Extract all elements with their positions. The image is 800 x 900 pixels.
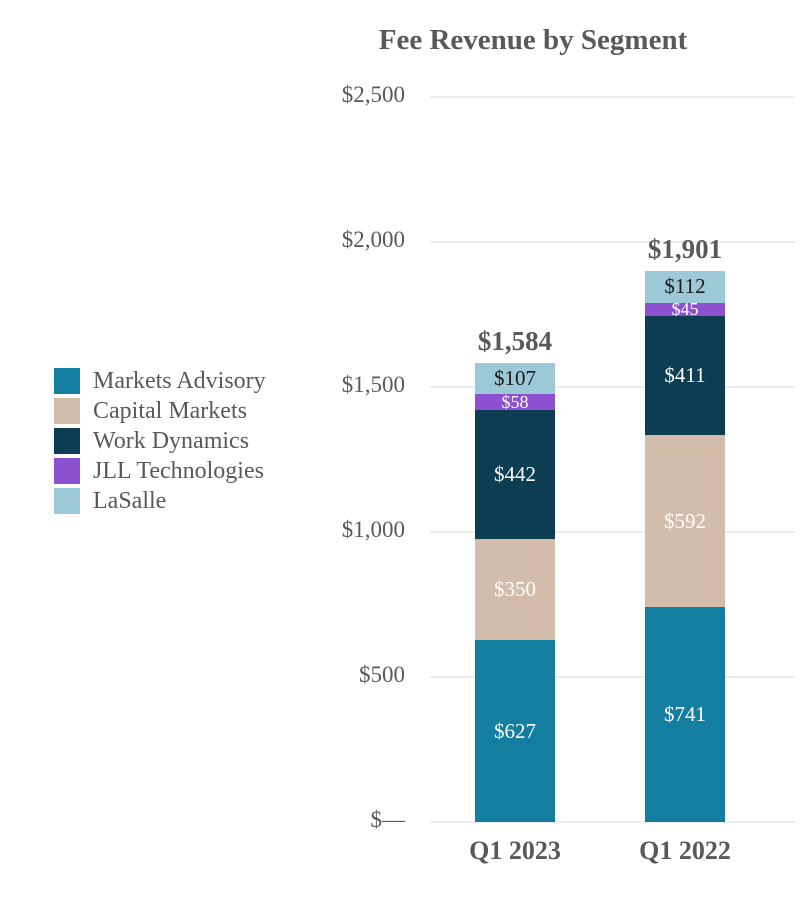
legend-item-work-dynamics: Work Dynamics [54,428,266,454]
segment-value-label: $411 [664,363,706,388]
legend-label: JLL Technologies [93,458,264,484]
bar-segment-markets-advisory: $741 [645,607,725,822]
bar-segment-markets-advisory: $627 [475,640,555,822]
legend-swatch [54,488,80,514]
gridline [430,531,795,533]
segment-value-label: $350 [494,576,536,601]
segment-value-label: $107 [494,365,536,390]
segment-value-label: $627 [494,718,536,743]
segment-value-label: $592 [664,508,706,533]
x-axis-category-label: Q1 2022 [639,836,731,865]
legend-label: Work Dynamics [93,428,250,454]
gridline [430,241,795,243]
y-axis-tick-label: $1,000 [341,517,405,542]
legend-item-lasalle: LaSalle [54,488,266,514]
legend-swatch [54,398,80,424]
legend-label: Markets Advisory [93,368,266,394]
bar-total-label: $1,901 [647,233,723,264]
legend-swatch [54,428,80,454]
bar-segment-lasalle: $107 [475,362,555,394]
legend: Markets Advisory Capital Markets Work Dyna… [54,368,266,514]
legend-swatch [54,368,80,394]
legend-swatch [54,458,80,484]
segment-value-label: $741 [664,702,706,727]
segment-value-label: $58 [501,391,529,412]
bar-segment-lasalle: $112 [645,270,725,304]
legend-label: Capital Markets [93,398,247,424]
bar-segment-work-dynamics: $442 [475,410,555,539]
gridline [430,96,795,98]
y-axis-tick-label: $2,000 [341,227,405,252]
x-axis-category-label: Q1 2023 [469,836,561,865]
bar-segment-jll-technologies: $45 [645,299,725,320]
legend-item-markets-advisory: Markets Advisory [54,368,266,394]
gridline [430,821,795,823]
chart-title: Fee Revenue by Segment [378,24,688,56]
gridline [430,386,795,388]
segment-value-label: $442 [494,462,536,487]
y-axis-tick-label: $500 [359,662,405,687]
bar-segment-work-dynamics: $411 [645,316,725,436]
bar-total-label: $1,584 [477,325,553,356]
legend-item-capital-markets: Capital Markets [54,398,266,424]
segment-value-label: $112 [664,274,706,299]
y-axis-tick-label: $1,500 [341,372,405,397]
bar-segment-capital-markets: $350 [475,538,555,641]
bar-segment-capital-markets: $592 [645,435,725,608]
gridline [430,676,795,678]
legend-label: LaSalle [93,488,167,514]
y-axis-tick-label: $— [370,807,406,832]
bar-segment-jll-technologies: $58 [475,391,555,412]
legend-item-jll-technologies: JLL Technologies [54,458,266,484]
y-axis-tick-label: $2,500 [341,82,405,107]
segment-value-label: $45 [671,299,699,320]
